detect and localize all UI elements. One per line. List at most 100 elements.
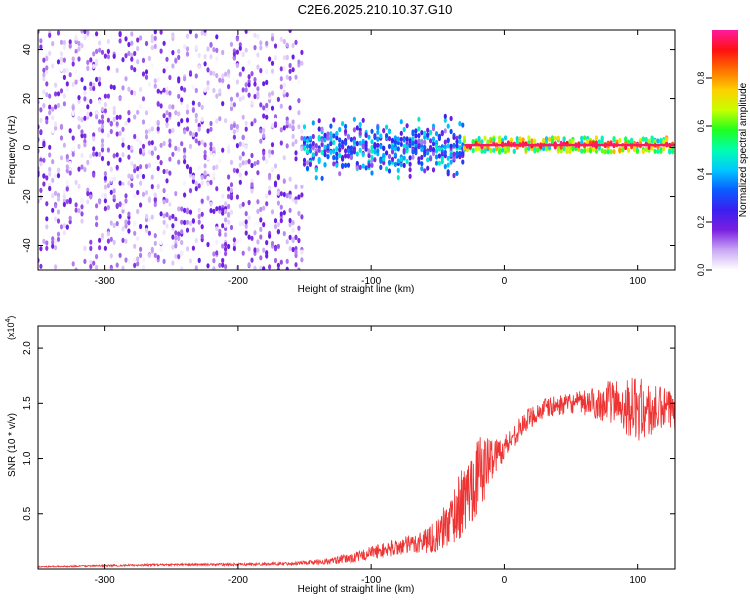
heatmap-cell — [209, 208, 213, 214]
heatmap-cell — [109, 220, 113, 226]
heatmap-cell — [241, 114, 245, 120]
heatmap-cell — [48, 32, 52, 39]
heatmap-cell — [224, 264, 228, 270]
heatmap-cell — [74, 202, 78, 208]
heatmap-cell — [68, 215, 72, 221]
heatmap-cell — [130, 130, 134, 136]
heatmap-cell — [56, 59, 61, 65]
heatmap-cell — [224, 241, 228, 248]
heatmap-cell — [244, 82, 248, 88]
heatmap-cell — [156, 154, 160, 160]
heatmap-cell — [256, 52, 260, 58]
heatmap-cell — [379, 158, 383, 164]
heatmap-cell — [141, 191, 146, 197]
heatmap-cell — [147, 149, 151, 155]
heatmap-cell — [224, 222, 228, 228]
heatmap-cell — [288, 234, 292, 240]
heatmap-cell — [171, 63, 175, 69]
heatmap-cell — [399, 130, 403, 136]
heatmap-cell — [103, 198, 107, 204]
heatmap-cell — [168, 142, 172, 148]
heatmap-cell — [393, 152, 397, 158]
heatmap-cell — [159, 142, 163, 148]
heatmap-cell — [159, 240, 163, 246]
heatmap-cell — [197, 140, 201, 146]
heatmap-cell — [168, 201, 172, 207]
heatmap-cell — [273, 163, 278, 169]
heatmap-cell — [174, 110, 178, 116]
heatmap-cell — [253, 118, 257, 124]
heatmap-cell — [130, 65, 134, 71]
heatmap-cell — [411, 154, 415, 160]
heatmap-cell — [165, 65, 169, 71]
heatmap-cell — [124, 198, 128, 204]
heatmap-cell — [396, 146, 400, 152]
heatmap-cell — [62, 142, 66, 148]
heatmap-cell — [165, 89, 169, 95]
heatmap-cell — [291, 42, 295, 49]
heatmap-cell — [65, 86, 69, 92]
heatmap-cell — [54, 134, 58, 140]
heatmap-cell — [259, 255, 263, 261]
heatmap-cell — [106, 117, 110, 123]
heatmap-cell — [74, 267, 78, 270]
snr-y-label: SNR (10 * v/v) — [7, 413, 18, 477]
heatmap-cell — [268, 149, 272, 155]
heatmap-cell — [162, 168, 166, 175]
heatmap-cell — [89, 264, 93, 270]
heatmap-cell — [341, 162, 345, 168]
heatmap-cell — [77, 115, 81, 121]
heatmap-cell — [446, 169, 450, 175]
heatmap-cell — [139, 149, 143, 155]
heatmap-cell — [127, 86, 131, 92]
heatmap-cell — [492, 147, 496, 153]
heatmap-cell — [42, 72, 46, 78]
heatmap-cell — [171, 50, 175, 56]
heatmap-cell — [65, 168, 69, 174]
heatmap-cell — [68, 198, 72, 205]
heatmap-cell — [144, 129, 149, 135]
heatmap-cell — [118, 114, 122, 120]
heatmap-cell — [45, 119, 49, 125]
heatmap-cell — [612, 137, 616, 143]
heatmap-cell — [270, 68, 275, 74]
heatmap-cell — [139, 86, 143, 93]
heatmap-cell — [92, 172, 96, 178]
heatmap-cell — [127, 41, 131, 48]
heatmap-cell — [259, 217, 263, 223]
heatmap-cell — [288, 246, 292, 252]
heatmap-cell — [197, 122, 201, 129]
heatmap-cell — [341, 121, 345, 127]
heatmap-cell — [627, 147, 631, 153]
heatmap-cell — [89, 111, 93, 117]
heatmap-cell — [244, 230, 248, 236]
heatmap-cell — [162, 40, 166, 46]
heatmap-cell — [48, 152, 52, 158]
heatmap-cell — [594, 135, 599, 141]
heatmap-cell — [461, 159, 465, 165]
heatmap-cell — [56, 231, 61, 237]
heatmap-cell — [247, 234, 251, 240]
heatmap-cell — [405, 136, 409, 142]
heatmap-cell — [191, 227, 195, 233]
heatmap-cell — [39, 38, 43, 44]
heatmap-cell — [262, 205, 266, 211]
heatmap-cell — [659, 139, 663, 145]
heatmap-cell — [62, 68, 66, 74]
heatmap-cell — [212, 152, 216, 158]
heatmap-cell — [103, 102, 107, 108]
heatmap-cell — [197, 257, 201, 263]
heatmap-cell — [262, 222, 266, 228]
heatmap-cell — [227, 219, 231, 225]
heatmap-cell — [446, 162, 450, 168]
heatmap-cell — [355, 160, 359, 167]
heatmap-cell — [62, 194, 66, 200]
heatmap-cell — [147, 122, 151, 128]
heatmap-cell — [218, 88, 222, 94]
heatmap-cell — [200, 139, 204, 145]
heatmap-cell — [136, 256, 140, 262]
heatmap-cell — [547, 136, 552, 142]
heatmap-cell — [326, 131, 330, 137]
heatmap-cell — [452, 172, 456, 179]
heatmap-cell — [291, 246, 295, 253]
